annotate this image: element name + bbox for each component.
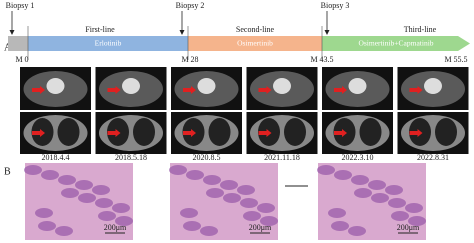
tissue	[75, 180, 93, 190]
vessel	[122, 78, 140, 94]
tissue	[38, 221, 56, 231]
lesion-arrow	[409, 86, 423, 94]
tissue	[237, 185, 255, 195]
tissue	[260, 216, 278, 226]
treatment-label: Erlotinib	[95, 39, 122, 48]
tissue	[243, 211, 261, 221]
lesion-arrow	[258, 86, 272, 94]
vessel	[197, 78, 216, 94]
lesion-arrow	[107, 129, 121, 137]
tissue	[180, 208, 198, 218]
date-label: 2022.3.10	[342, 153, 374, 162]
line-label: Second-line	[236, 25, 275, 34]
timeline-start	[8, 36, 28, 51]
tissue	[257, 203, 275, 213]
treatment-label: Osimertinib	[237, 39, 273, 48]
month-label: M 0	[15, 55, 28, 64]
tissue	[58, 175, 76, 185]
treatment-label: Osimertinib+Capmatinib	[358, 39, 433, 48]
vessel	[348, 78, 367, 94]
tissue	[206, 188, 224, 198]
treatment-segment	[188, 36, 322, 51]
tissue	[78, 193, 96, 203]
tissue	[351, 175, 369, 185]
arrow-head	[179, 30, 185, 35]
line-label: First-line	[85, 25, 115, 34]
treatment-segment	[28, 36, 188, 51]
biopsy-label: Biopsy 1	[6, 1, 35, 10]
lesion-arrow	[183, 129, 196, 137]
lesion-arrow	[107, 86, 121, 94]
tissue	[115, 216, 133, 226]
tissue	[368, 180, 386, 190]
tissue	[317, 165, 335, 175]
lesion-arrow	[334, 86, 347, 94]
tissue	[41, 170, 59, 180]
date-label: 2018.4.4	[42, 153, 70, 162]
tissue	[112, 203, 130, 213]
vessel	[46, 78, 65, 94]
month-label: M 43.5	[310, 55, 333, 64]
date-label: 2020.8.5	[193, 153, 221, 162]
tissue	[223, 193, 241, 203]
tissue	[405, 203, 423, 213]
tissue	[24, 165, 42, 175]
vessel	[273, 78, 291, 94]
scale-label: 200μm	[397, 223, 420, 232]
line-label: Third-line	[404, 25, 437, 34]
lesion-arrow	[334, 129, 347, 137]
tissue	[354, 188, 372, 198]
lesion-arrow	[409, 129, 423, 137]
tissue	[388, 198, 406, 208]
tissue	[408, 216, 426, 226]
biopsy-label: Biopsy 2	[176, 1, 205, 10]
tissue	[98, 211, 116, 221]
tissue	[328, 208, 346, 218]
tissue	[35, 208, 53, 218]
month-label: M 28	[181, 55, 198, 64]
arrow-head	[324, 30, 330, 35]
lesion-arrow	[32, 86, 45, 94]
dynamic-content: Biopsy 1 Biopsy 2 Biopsy 3 First-line Second…	[6, 1, 469, 240]
lesion-arrow	[258, 129, 272, 137]
tissue	[183, 221, 201, 231]
scale-label: 200μm	[104, 223, 127, 232]
tissue	[331, 221, 349, 231]
tissue	[385, 185, 403, 195]
tissue	[55, 226, 73, 236]
lung	[208, 118, 231, 146]
lesion-arrow	[183, 86, 196, 94]
lung	[435, 118, 457, 146]
lung	[359, 118, 382, 146]
tissue	[371, 193, 389, 203]
date-label: 2018.5.18	[115, 153, 147, 162]
tissue	[220, 180, 238, 190]
scale-label: 200μm	[249, 223, 272, 232]
tissue	[95, 198, 113, 208]
month-label: M 55.5	[444, 55, 467, 64]
vessel	[424, 78, 442, 94]
treatment-segment	[322, 36, 470, 51]
tissue	[186, 170, 204, 180]
biopsy-label: Biopsy 3	[321, 1, 350, 10]
tissue	[203, 175, 221, 185]
lung	[57, 118, 80, 146]
tissue	[92, 185, 110, 195]
tissue	[200, 226, 218, 236]
tissue	[61, 188, 79, 198]
tissue	[334, 170, 352, 180]
tissue	[348, 226, 366, 236]
panel-label: B	[4, 166, 11, 177]
lesion-arrow	[32, 129, 45, 137]
tissue	[169, 165, 187, 175]
tissue	[240, 198, 258, 208]
date-label: 2022.8.31	[417, 153, 449, 162]
date-label: 2021.11.18	[264, 153, 300, 162]
lung	[133, 118, 155, 146]
arrow-head	[9, 30, 15, 35]
tissue	[391, 211, 409, 221]
lung	[284, 118, 306, 146]
